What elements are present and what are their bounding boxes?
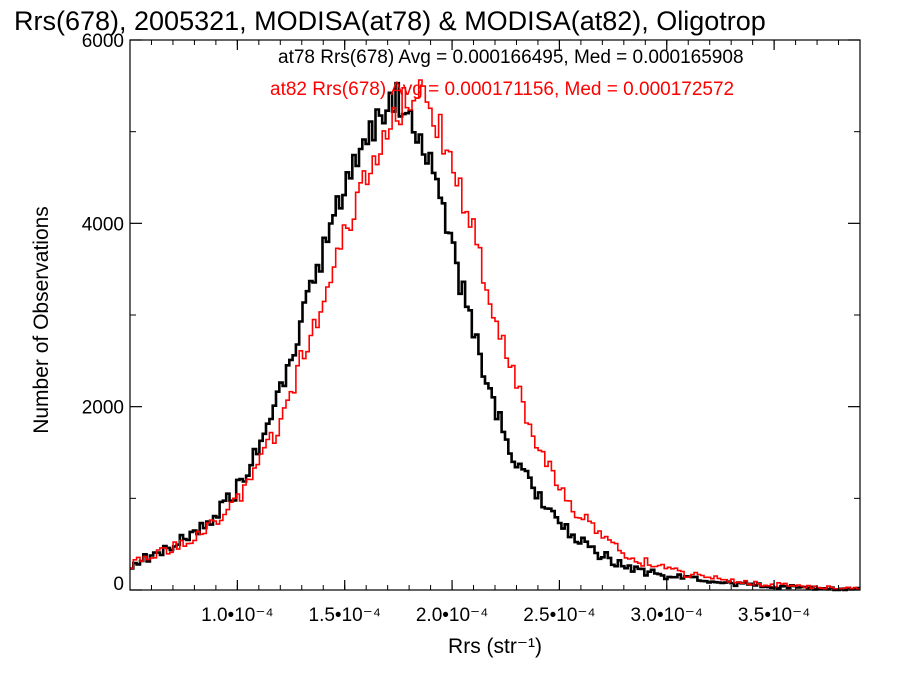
histogram-series-0 bbox=[130, 81, 860, 592]
annotation-at82: at82 Rrs(678) Avg = 0.000171156, Med = 0… bbox=[270, 79, 734, 100]
x-tick-label: 3.0•10⁻⁴ bbox=[631, 605, 703, 626]
annotation-at78: at78 Rrs(678) Avg = 0.000166495, Med = 0… bbox=[278, 47, 744, 68]
x-tick-label: 2.0•10⁻⁴ bbox=[416, 605, 488, 626]
chart-title: Rrs(678), 2005321, MODISA(at78) & MODISA… bbox=[14, 6, 766, 36]
x-axis-ticks: 1.0•10⁻⁴ 1.5•10⁻⁴ 2.0•10⁻⁴ 2.5•10⁻⁴ 3.0•10⁻⁴… bbox=[150, 40, 840, 626]
x-tick-label: 2.5•10⁻⁴ bbox=[523, 605, 595, 626]
y-tick-label: 2000 bbox=[82, 398, 124, 419]
plot-frame bbox=[129, 39, 861, 591]
x-tick-label: 3.5•10⁻⁴ bbox=[738, 605, 810, 626]
x-tick-label: 1.5•10⁻⁴ bbox=[309, 605, 381, 626]
y-axis-ticks: 0 2000 4000 6000 bbox=[82, 31, 860, 595]
y-axis-label: Number of Observations bbox=[30, 206, 53, 434]
x-axis-label: Rrs (str⁻¹) bbox=[448, 635, 542, 658]
y-tick-label: 0 bbox=[113, 574, 124, 595]
x-tick-label: 1.0•10⁻⁴ bbox=[201, 605, 273, 626]
y-tick-label: 6000 bbox=[82, 31, 124, 52]
series-layer bbox=[130, 79, 860, 592]
histogram-series-1 bbox=[130, 79, 860, 590]
y-tick-label: 4000 bbox=[82, 214, 124, 235]
